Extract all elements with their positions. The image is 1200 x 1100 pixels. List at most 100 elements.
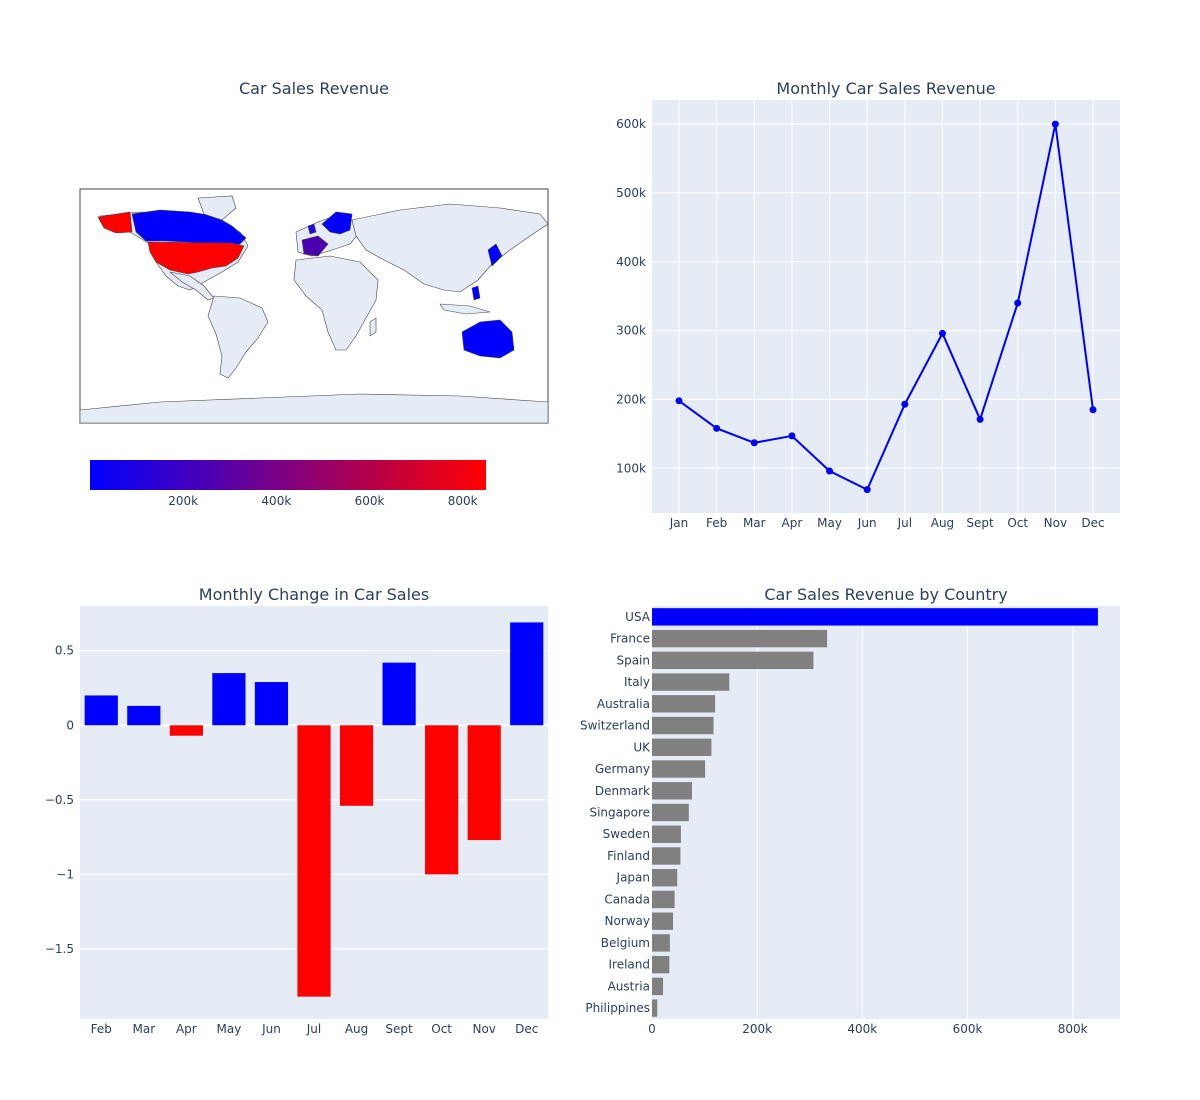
country-y-tick-label: USA [625, 610, 651, 624]
change-bar[interactable] [467, 725, 501, 841]
line-x-tick-label: Jul [897, 516, 912, 530]
country-bar[interactable] [652, 716, 714, 735]
country-bar[interactable] [652, 629, 828, 648]
country-x-tick-label: 600k [953, 1022, 983, 1036]
country-bar-chart[interactable]: 0 200k 400k 600k 800k USA France Spain Italy Aust… [580, 606, 1120, 1036]
colorbar-tick-label: 400k [261, 494, 291, 508]
line-chart[interactable]: Jan Feb Mar Apr May Jun Jul Aug Sept Oct Nov Dec 100… [616, 100, 1120, 530]
line-data-point[interactable] [1014, 299, 1022, 307]
line-data-point[interactable] [675, 397, 683, 405]
change-bar[interactable] [382, 662, 416, 726]
change-x-tick-label: Sept [385, 1022, 413, 1036]
change-bar[interactable] [254, 682, 289, 726]
change-x-tick-label: Nov [472, 1022, 495, 1036]
map-indonesia [439, 303, 491, 315]
change-bar[interactable] [339, 725, 374, 806]
country-y-tick-label: Norway [604, 914, 650, 928]
country-bar[interactable] [652, 651, 814, 670]
country-bar[interactable] [652, 782, 692, 800]
change-y-tick-label: −0.5 [45, 793, 74, 807]
country-bar[interactable] [652, 673, 730, 691]
country-y-tick-label: Canada [604, 892, 650, 906]
line-x-tick-label: Jan [669, 516, 689, 530]
change-bar[interactable] [127, 705, 161, 726]
country-x-tick-label: 400k [847, 1022, 877, 1036]
change-bar-chart[interactable]: 0.5 0 −0.5 −1 −1.5 Feb Mar Apr May Jun Jul Aug Sept O… [45, 606, 548, 1036]
map-asia [351, 203, 548, 293]
country-bar[interactable] [652, 934, 670, 952]
map-region-uk [307, 223, 317, 235]
country-y-tick-label: Denmark [595, 784, 650, 798]
change-bar[interactable] [169, 725, 203, 736]
line-data-point[interactable] [788, 432, 796, 440]
change-x-tick-label: Mar [132, 1022, 155, 1036]
line-y-tick-label: 500k [616, 186, 646, 200]
country-bar[interactable] [652, 999, 658, 1017]
world-map[interactable] [79, 188, 549, 424]
colorbar: 200k 400k 600k 800k [90, 460, 486, 508]
line-x-tick-label: May [817, 516, 842, 530]
line-y-tick-label: 600k [616, 117, 646, 131]
country-bar[interactable] [652, 803, 689, 822]
line-x-tick-label: Jun [857, 516, 877, 530]
map-central-america [169, 271, 215, 301]
line-data-point[interactable] [713, 424, 721, 432]
line-series-path [678, 123, 1094, 491]
country-y-tick-label: Belgium [601, 936, 650, 950]
country-bar[interactable] [652, 738, 712, 756]
change-bar[interactable] [212, 673, 246, 726]
line-y-tick-label: 400k [616, 255, 646, 269]
country-y-tick-label: Japan [616, 871, 650, 885]
country-bar[interactable] [652, 847, 681, 865]
country-bar[interactable] [652, 955, 670, 974]
country-y-tick-label: Ireland [608, 958, 650, 972]
map-region-scandinavia [321, 211, 353, 235]
country-y-tick-label: UK [633, 740, 651, 754]
line-data-point[interactable] [976, 415, 984, 423]
country-bar[interactable] [652, 608, 1098, 626]
line-data-point[interactable] [863, 486, 871, 494]
map-antarctica [80, 393, 548, 423]
line-data-point[interactable] [826, 467, 834, 475]
line-data-point[interactable] [901, 400, 909, 408]
line-data-point[interactable] [1089, 406, 1097, 414]
country-bar[interactable] [652, 695, 716, 713]
country-x-tick-label: 200k [742, 1022, 772, 1036]
country-y-tick-label: Switzerland [580, 719, 650, 733]
line-x-tick-label: Mar [743, 516, 766, 530]
map-title: Car Sales Revenue [239, 79, 389, 98]
map-south-america [207, 295, 269, 379]
change-bar[interactable] [297, 725, 331, 997]
country-bar[interactable] [652, 869, 678, 887]
line-x-tick-label: Dec [1081, 516, 1104, 530]
line-y-tick-label: 200k [616, 392, 646, 406]
colorbar-tick-label: 600k [355, 494, 385, 508]
change-y-tick-label: 0 [66, 718, 74, 732]
country-bar[interactable] [652, 825, 681, 843]
country-x-tick-label: 0 [648, 1022, 656, 1036]
line-data-point[interactable] [938, 329, 946, 337]
line-y-tick-label: 100k [616, 461, 646, 475]
map-region-alaska [97, 211, 133, 234]
country-bar[interactable] [652, 890, 675, 909]
country-chart-title: Car Sales Revenue by Country [764, 585, 1008, 604]
country-y-tick-label: Finland [607, 849, 650, 863]
country-y-tick-label: Sweden [603, 827, 650, 841]
line-data-point[interactable] [1051, 120, 1059, 128]
line-x-tick-label: Apr [782, 516, 803, 530]
country-bar[interactable] [652, 760, 706, 778]
change-bar[interactable] [425, 725, 459, 875]
country-bar[interactable] [652, 912, 674, 930]
country-y-tick-label: France [610, 632, 650, 646]
change-y-tick-label: 0.5 [55, 644, 74, 658]
country-plot-area [652, 606, 1120, 1019]
change-bar[interactable] [510, 622, 544, 726]
country-y-tick-label: Philippines [585, 1001, 650, 1015]
change-y-tick-label: −1.5 [45, 942, 74, 956]
map-region-usa [147, 241, 245, 275]
change-bar[interactable] [84, 695, 118, 726]
country-bar[interactable] [652, 977, 664, 996]
line-x-tick-label: Sept [966, 516, 994, 530]
change-chart-title: Monthly Change in Car Sales [198, 585, 430, 604]
line-data-point[interactable] [750, 439, 758, 447]
